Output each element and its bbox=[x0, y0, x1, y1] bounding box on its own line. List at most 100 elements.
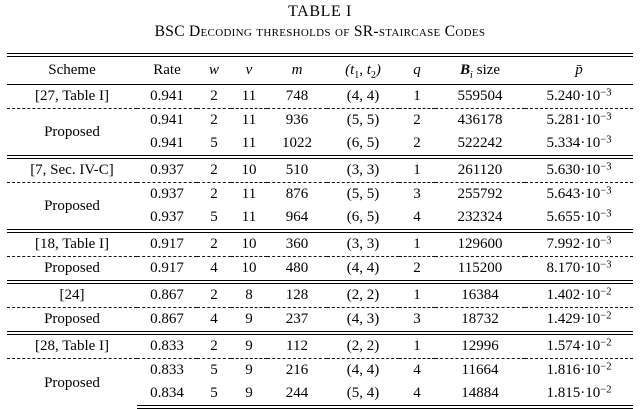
pbar-exponent: −3 bbox=[600, 161, 612, 173]
cell-t: (4, 4) bbox=[346, 88, 380, 104]
pbar-exponent: −3 bbox=[600, 235, 612, 247]
pbar-exponent: −3 bbox=[600, 208, 612, 220]
cell-q: 2 bbox=[413, 112, 421, 128]
cell-m: 360 bbox=[267, 229, 327, 257]
col-header-m: m bbox=[267, 53, 327, 85]
cell-pbar: 5.630·10−3 bbox=[525, 155, 633, 183]
cell-rate: 0.941 bbox=[150, 135, 184, 151]
cell-w: 4 bbox=[210, 311, 218, 327]
cell-bsize: 12996 bbox=[435, 331, 525, 359]
col-header-w: w bbox=[197, 53, 231, 85]
cell-q: 3 bbox=[413, 311, 421, 327]
pbar-mantissa: 8.170·10 bbox=[546, 260, 601, 276]
cell-pbar: 5.281·10−3 bbox=[525, 109, 633, 132]
cell-m: 1022 bbox=[282, 135, 312, 151]
pbar-exponent: −2 bbox=[600, 310, 612, 322]
cell-m: 876 bbox=[285, 186, 309, 202]
cell-m: 510 bbox=[267, 155, 327, 183]
pbar-mantissa: 1.815·10 bbox=[546, 385, 601, 401]
pbar-mantissa: 5.240·10 bbox=[546, 88, 601, 104]
cell-bsize: 14884 bbox=[435, 382, 525, 409]
block-28: [28, Table I] 0.833 2 9 112 (2, 2) 1 129… bbox=[7, 331, 633, 409]
cell-t: (3, 3) bbox=[327, 229, 399, 257]
cell-t: (2, 2) bbox=[327, 280, 399, 308]
cell-pbar: 1.574·10−2 bbox=[525, 331, 633, 359]
cell-rate: 0.867 bbox=[150, 311, 184, 327]
cell-bsize: 11664 bbox=[461, 362, 499, 378]
cell-t: (6, 5) bbox=[346, 209, 380, 225]
cell-rate: 0.941 bbox=[150, 112, 184, 128]
dashed-separator bbox=[7, 108, 633, 109]
cell-q: 1 bbox=[413, 88, 421, 104]
cell-bsize: 115200 bbox=[457, 260, 503, 276]
pbar-mantissa: 1.816·10 bbox=[546, 362, 601, 378]
t-mid: , t bbox=[359, 62, 371, 78]
cell-nu: 8 bbox=[231, 280, 267, 308]
pbar-exponent: −2 bbox=[600, 361, 612, 373]
col-header-scheme: Scheme bbox=[7, 53, 137, 85]
block-27: [27, Table I] 0.941 2 11 748 (4, 4) 1 55… bbox=[7, 85, 633, 158]
scheme-ref: [18, Table I] bbox=[7, 229, 137, 257]
cell-nu: 9 bbox=[231, 382, 267, 409]
scheme-ref: [28, Table I] bbox=[7, 331, 137, 359]
t-sub2: 2 bbox=[370, 70, 376, 81]
cell-rate: 0.867 bbox=[137, 280, 197, 308]
cell-w: 5 bbox=[210, 135, 218, 151]
cell-q: 1 bbox=[399, 280, 435, 308]
cell-q: 4 bbox=[399, 382, 435, 409]
cell-rate: 0.941 bbox=[150, 88, 184, 104]
cell-w: 2 bbox=[197, 229, 231, 257]
pbar-mantissa: 5.630·10 bbox=[546, 162, 601, 178]
dashed-separator bbox=[7, 182, 633, 183]
proposed-row: Proposed 0.937 2 11 876 (5, 5) 3 255792 … bbox=[7, 183, 633, 213]
table-caption: TABLE I BSC Decoding thresholds of SR-st… bbox=[0, 0, 640, 41]
cell-rate: 0.833 bbox=[137, 331, 197, 359]
scheme-proposed: Proposed bbox=[44, 123, 100, 140]
ref-row: [27, Table I] 0.941 2 11 748 (4, 4) 1 55… bbox=[7, 85, 633, 109]
cell-bsize: 16384 bbox=[435, 280, 525, 308]
pbar-mantissa: 5.655·10 bbox=[546, 209, 601, 225]
t-close: ) bbox=[375, 62, 381, 78]
proposed-row: 0.937 5 11 964 (6, 5) 4 232324 5.655·10−… bbox=[7, 206, 633, 231]
cell-bsize: 559504 bbox=[457, 88, 503, 104]
cell-m: 128 bbox=[267, 280, 327, 308]
block-18: [18, Table I] 0.917 2 10 360 (3, 3) 1 12… bbox=[7, 229, 633, 282]
cell-pbar: 5.334·10−3 bbox=[525, 132, 633, 157]
block-24: [24] 0.867 2 8 128 (2, 2) 1 16384 1.402·… bbox=[7, 280, 633, 333]
proposed-row: Proposed 0.867 4 9 237 (4, 3) 3 18732 1.… bbox=[7, 308, 633, 333]
cell-bsize: 261120 bbox=[435, 155, 525, 183]
cell-q: 4 bbox=[413, 209, 421, 225]
proposed-row: Proposed 0.941 2 11 936 (5, 5) 2 436178 … bbox=[7, 109, 633, 139]
scheme-proposed: Proposed bbox=[44, 260, 100, 276]
cell-t: (3, 3) bbox=[327, 155, 399, 183]
col-header-q: q bbox=[399, 53, 435, 85]
table-title: BSC Decoding thresholds of SR-staircase … bbox=[154, 23, 486, 40]
cell-rate: 0.937 bbox=[150, 209, 184, 225]
scheme-ref: [24] bbox=[7, 280, 137, 308]
cell-t: (2, 2) bbox=[327, 331, 399, 359]
scheme-proposed: Proposed bbox=[44, 311, 100, 327]
proposed-row: Proposed 0.917 4 10 480 (4, 4) 2 115200 … bbox=[7, 257, 633, 282]
pbar-exponent: −3 bbox=[600, 259, 612, 271]
cell-w: 5 bbox=[210, 362, 218, 378]
scheme-ref: [27, Table I] bbox=[34, 88, 110, 104]
cell-nu: 10 bbox=[231, 155, 267, 183]
cell-q: 3 bbox=[413, 186, 421, 202]
cell-m: 112 bbox=[267, 331, 327, 359]
b-subscript: i bbox=[469, 70, 473, 81]
cell-m: 480 bbox=[285, 260, 309, 276]
cell-q: 1 bbox=[399, 331, 435, 359]
cell-nu: 11 bbox=[241, 88, 257, 104]
cell-pbar: 8.170·10−3 bbox=[525, 257, 633, 282]
pbar-mantissa: 1.574·10 bbox=[546, 338, 601, 354]
pbar-exponent: −3 bbox=[600, 185, 612, 197]
cell-nu: 9 bbox=[245, 362, 253, 378]
cell-w: 2 bbox=[210, 112, 218, 128]
cell-bsize: 436178 bbox=[457, 112, 503, 128]
cell-rate: 0.834 bbox=[137, 382, 197, 409]
cell-nu: 9 bbox=[231, 331, 267, 359]
cell-pbar: 7.992·10−3 bbox=[525, 229, 633, 257]
proposed-row: Proposed 0.833 5 9 216 (4, 4) 4 11664 1.… bbox=[7, 359, 633, 390]
cell-w: 2 bbox=[210, 88, 218, 104]
cell-nu: 11 bbox=[241, 186, 257, 202]
